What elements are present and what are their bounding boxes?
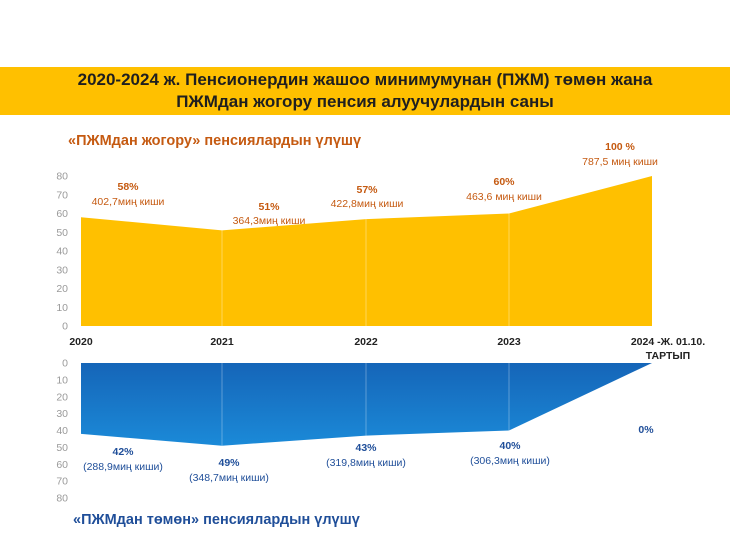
upper-data-label-percent: 57%: [356, 184, 378, 196]
x-category-label: 2022: [354, 336, 378, 348]
lower-y-tick-label: 30: [56, 408, 68, 420]
lower-data-label-percent: 42%: [112, 446, 134, 458]
upper-y-tick-label: 70: [56, 189, 68, 201]
title-bar: 2020-2024 ж. Пенсионердин жашоо минимуму…: [0, 67, 730, 115]
x-category-label: 2023: [497, 336, 521, 348]
x-category-label: ТАРТЫП: [646, 350, 690, 362]
upper-area-series: [81, 176, 652, 326]
lower-data-label-count: (319,8миң киши): [326, 457, 406, 469]
lower-y-tick-label: 10: [56, 374, 68, 386]
lower-data-label-count: (348,7миң киши): [189, 472, 269, 484]
x-category-label: 2024 -Ж. 01.10.: [631, 336, 705, 348]
lower-data-label-count: (288,9миң киши): [83, 461, 163, 473]
upper-y-tick-label: 40: [56, 246, 68, 258]
lower-y-tick-label: 60: [56, 459, 68, 471]
chart-title-line-2: ПЖМдан жогору пенсия алуучулардын саны: [176, 92, 554, 111]
upper-data-label-count: 402,7миң киши: [92, 196, 165, 208]
x-category-label: 2020: [69, 336, 93, 348]
upper-data-label-percent: 60%: [493, 176, 515, 188]
upper-data-label-percent: 51%: [258, 201, 280, 213]
lower-area-series: [81, 363, 652, 446]
x-category-label: 2021: [210, 336, 234, 348]
lower-y-tick-label: 20: [56, 391, 68, 403]
upper-data-label-count: 422,8миң киши: [331, 198, 404, 210]
upper-y-tick-label: 80: [56, 171, 68, 183]
lower-data-label-percent: 43%: [355, 442, 377, 454]
upper-chart-label: «ПЖМдан жогору» пенсиялардын үлүшү: [68, 133, 362, 149]
upper-y-tick-label: 20: [56, 283, 68, 295]
lower-data-label-count: (306,3миң киши): [470, 455, 550, 467]
upper-data-label-count: 364,3миң киши: [233, 215, 306, 227]
lower-y-tick-label: 40: [56, 425, 68, 437]
lower-y-tick-label: 80: [56, 493, 68, 505]
upper-data-label-percent: 58%: [117, 181, 139, 193]
lower-y-tick-label: 70: [56, 476, 68, 488]
upper-y-tick-label: 10: [56, 302, 68, 314]
upper-y-tick-label: 60: [56, 208, 68, 220]
lower-data-label-percent: 0%: [638, 424, 654, 436]
upper-y-tick-label: 30: [56, 264, 68, 276]
upper-y-tick-label: 50: [56, 227, 68, 239]
upper-data-label-count: 463,6 миң киши: [466, 191, 542, 203]
lower-chart-label: «ПЖМдан төмөн» пенсиялардын үлүшү: [73, 512, 360, 528]
lower-y-tick-label: 50: [56, 442, 68, 454]
lower-data-label-percent: 40%: [499, 440, 521, 452]
lower-data-label-percent: 49%: [218, 457, 240, 469]
upper-data-label-count: 787,5 миң киши: [582, 156, 658, 168]
upper-data-label-percent: 100 %: [605, 141, 635, 153]
upper-y-tick-label: 0: [62, 321, 68, 333]
lower-y-tick-label: 0: [62, 358, 68, 370]
chart-title-line-1: 2020-2024 ж. Пенсионердин жашоо минимуму…: [77, 70, 653, 89]
